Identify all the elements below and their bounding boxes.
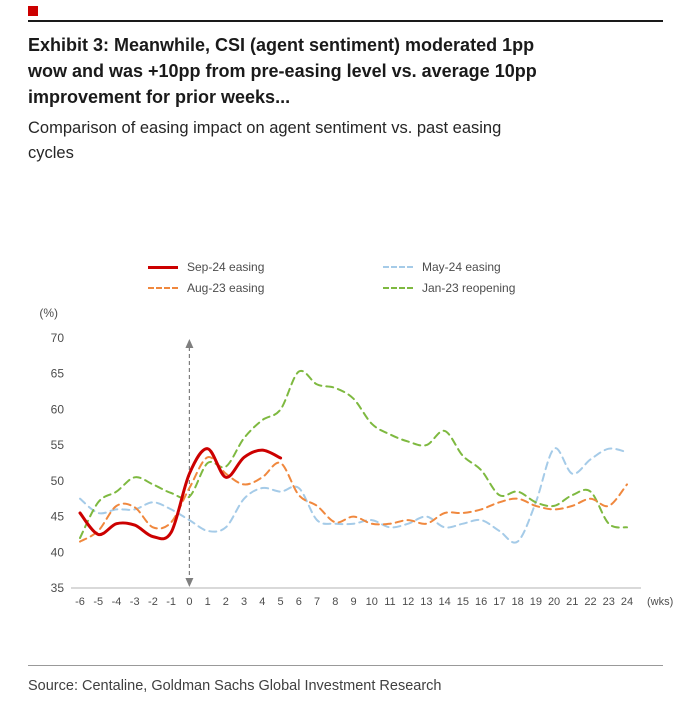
legend-swatch-aug-23-easing — [148, 287, 178, 289]
exhibit-title-line-2: wow and was +10pp from pre-easing level … — [28, 61, 537, 81]
y-tick-label: 55 — [51, 438, 65, 452]
legend-item-jan-23-reopening: Jan-23 reopening — [383, 281, 618, 295]
arrow-head-up-icon — [185, 339, 194, 348]
exhibit-title-line-3: improvement for prior weeks... — [28, 87, 291, 107]
x-tick-label: 9 — [350, 596, 356, 608]
legend-label-sep-24-easing: Sep-24 easing — [187, 260, 265, 274]
x-tick-label: 4 — [259, 596, 265, 608]
legend-item-aug-23-easing: Aug-23 easing — [148, 281, 383, 295]
sentiment-chart: Sep-24 easing May-24 easing Aug-23 easin… — [0, 260, 691, 621]
x-tick-label: -6 — [75, 596, 85, 608]
x-tick-label: 7 — [314, 596, 320, 608]
report-page: Exhibit 3: Meanwhile, CSI (agent sentime… — [0, 6, 691, 166]
x-tick-label: 19 — [530, 596, 542, 608]
y-axis-unit-label: (%) — [39, 306, 58, 320]
chart-legend: Sep-24 easing May-24 easing Aug-23 easin… — [148, 260, 691, 295]
series-line-sep-24-easing — [78, 447, 283, 541]
x-tick-label: 17 — [493, 596, 505, 608]
exhibit-title-line-1: Exhibit 3: Meanwhile, CSI (agent sentime… — [28, 35, 535, 55]
x-tick-label: 13 — [420, 596, 432, 608]
arrow-head-down-icon — [185, 578, 194, 587]
x-tick-label: 24 — [621, 596, 633, 608]
x-tick-label: 21 — [566, 596, 578, 608]
series-line-aug-23-easing — [79, 456, 628, 543]
x-tick-label: 0 — [186, 596, 192, 608]
exhibit-marker-square — [28, 6, 38, 16]
y-tick-label: 70 — [51, 331, 65, 345]
y-tick-label: 65 — [51, 367, 65, 381]
legend-swatch-sep-24-easing — [148, 265, 178, 269]
y-tick-label: 60 — [51, 402, 65, 416]
x-tick-label: 11 — [384, 596, 395, 608]
x-tick-label: 1 — [205, 596, 211, 608]
legend-swatch-jan-23-reopening — [383, 287, 413, 289]
x-tick-label: 15 — [457, 596, 469, 608]
x-tick-label: -1 — [166, 596, 176, 608]
x-tick-label: -3 — [130, 596, 140, 608]
top-divider — [28, 20, 663, 22]
x-tick-label: 3 — [241, 596, 247, 608]
x-tick-label: 18 — [511, 596, 523, 608]
y-tick-label: 50 — [51, 474, 65, 488]
x-tick-label: 10 — [366, 596, 378, 608]
x-tick-label: -5 — [93, 596, 103, 608]
exhibit-subtitle-line-2: cycles — [28, 144, 74, 162]
legend-label-aug-23-easing: Aug-23 easing — [187, 281, 265, 295]
y-tick-label: 35 — [51, 581, 65, 595]
source-note: Source: Centaline, Goldman Sachs Global … — [28, 665, 663, 694]
x-tick-label: 14 — [439, 596, 451, 608]
x-tick-label: 20 — [548, 596, 560, 608]
legend-item-may-24-easing: May-24 easing — [383, 260, 618, 274]
legend-swatch-may-24-easing — [383, 266, 413, 268]
legend-label-jan-23-reopening: Jan-23 reopening — [422, 281, 516, 295]
x-tick-label: 2 — [223, 596, 229, 608]
x-tick-label: 23 — [603, 596, 615, 608]
exhibit-subtitle: Comparison of easing impact on agent sen… — [28, 116, 663, 166]
series-line-jan-23-reopening — [79, 369, 628, 539]
x-tick-label: -2 — [148, 596, 158, 608]
x-tick-label: 5 — [278, 596, 284, 608]
x-tick-label: 6 — [296, 596, 302, 608]
y-tick-label: 40 — [51, 545, 65, 559]
x-tick-label: 12 — [402, 596, 414, 608]
legend-item-sep-24-easing: Sep-24 easing — [148, 260, 383, 274]
x-axis-unit-label: (wks) — [647, 596, 673, 608]
x-tick-label: -4 — [112, 596, 122, 608]
legend-label-may-24-easing: May-24 easing — [422, 260, 501, 274]
y-tick-label: 45 — [51, 510, 65, 524]
x-tick-label: 8 — [332, 596, 338, 608]
exhibit-subtitle-line-1: Comparison of easing impact on agent sen… — [28, 119, 502, 137]
x-tick-label: 16 — [475, 596, 487, 608]
exhibit-title: Exhibit 3: Meanwhile, CSI (agent sentime… — [28, 32, 663, 110]
x-tick-label: 22 — [584, 596, 596, 608]
